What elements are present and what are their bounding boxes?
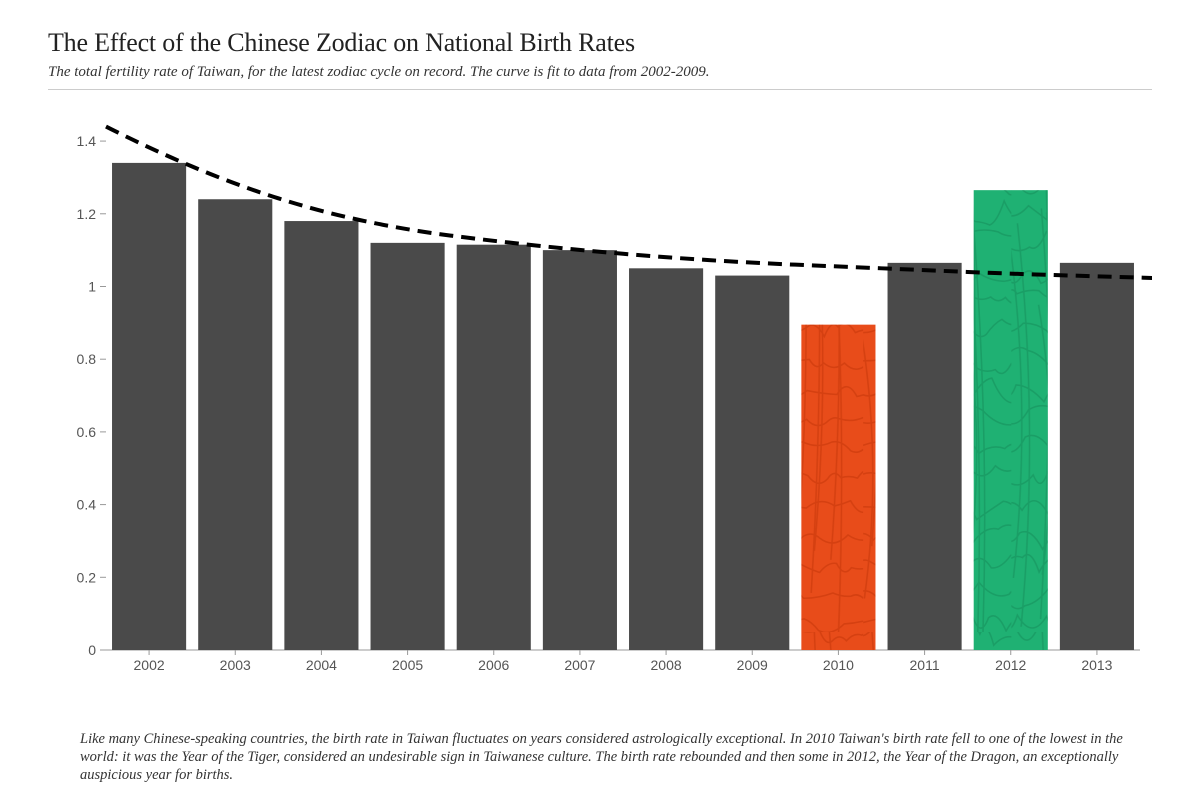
bar-2011 <box>888 263 962 650</box>
y-tick-label: 0.4 <box>77 497 97 513</box>
bar-2002 <box>112 163 186 650</box>
x-tick-label: 2004 <box>306 657 337 673</box>
tiger-overlay <box>801 325 875 650</box>
bar-2009 <box>715 276 789 650</box>
x-tick-label: 2008 <box>651 657 682 673</box>
header-divider <box>48 89 1152 90</box>
x-tick-label: 2006 <box>478 657 509 673</box>
x-tick-label: 2012 <box>995 657 1026 673</box>
bar-2006 <box>457 245 531 650</box>
x-tick-label: 2005 <box>392 657 423 673</box>
bar-2005 <box>371 243 445 650</box>
y-tick-label: 1 <box>88 278 96 294</box>
chart-caption: Like many Chinese-speaking countries, th… <box>48 730 1152 784</box>
x-tick-label: 2003 <box>220 657 251 673</box>
chart-area: 0 0.2 0.4 0.6 0.8 1 1.2 1.4 2002 2003 2004 2005 2006… <box>48 94 1152 722</box>
y-tick-label: 0.2 <box>77 569 97 585</box>
chart-title: The Effect of the Chinese Zodiac on Nati… <box>48 28 1152 58</box>
x-tick-label: 2013 <box>1081 657 1112 673</box>
x-tick-label: 2010 <box>823 657 854 673</box>
x-tick-label: 2009 <box>737 657 768 673</box>
bar-2004 <box>284 221 358 650</box>
bar-chart: 0 0.2 0.4 0.6 0.8 1 1.2 1.4 2002 2003 2004 2005 2006… <box>48 94 1152 684</box>
dragon-overlay <box>974 190 1048 650</box>
x-tick-label: 2007 <box>564 657 595 673</box>
y-tick-label: 1.2 <box>77 206 97 222</box>
bar-2008 <box>629 268 703 650</box>
bar-2003 <box>198 199 272 650</box>
y-tick-label: 1.4 <box>77 133 97 149</box>
bar-2013 <box>1060 263 1134 650</box>
y-tick-label: 0 <box>88 642 96 658</box>
x-tick-label: 2011 <box>910 657 940 673</box>
chart-subtitle: The total fertility rate of Taiwan, for … <box>48 64 1152 81</box>
x-tick-label: 2002 <box>134 657 165 673</box>
bar-2007 <box>543 250 617 650</box>
y-tick-label: 0.6 <box>77 424 97 440</box>
y-tick-label: 0.8 <box>77 351 97 367</box>
